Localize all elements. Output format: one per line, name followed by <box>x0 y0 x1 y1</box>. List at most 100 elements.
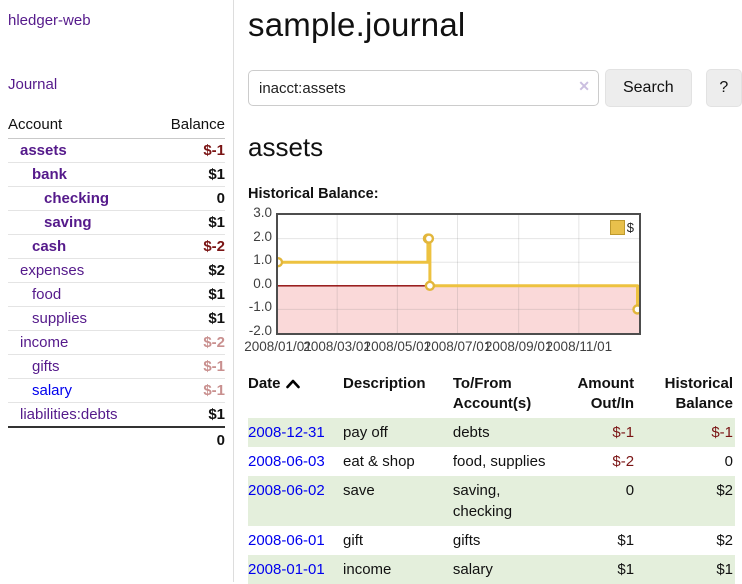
transaction-row: 2008-06-03 eat & shop food, supplies $-2 0 <box>248 447 735 476</box>
transaction-amount: $-1 <box>612 424 635 441</box>
accounts-table: Account Balance assets $-1 bank $1 checking 0… <box>8 114 225 452</box>
account-link-bank[interactable]: bank <box>32 166 68 183</box>
transaction-amount: $1 <box>617 532 635 549</box>
main-content: sample.journal ✕ Search ? assets Histori… <box>244 0 742 584</box>
account-link-expenses[interactable]: expenses <box>20 262 85 279</box>
transaction-row: 2008-06-01 gift gifts $1 $2 <box>248 526 735 555</box>
y-axis-tick: -1.0 <box>248 299 272 315</box>
account-link-gifts[interactable]: gifts <box>32 358 60 375</box>
sidebar-item-journal[interactable]: Journal <box>8 76 58 93</box>
clear-search-icon[interactable]: ✕ <box>578 78 590 94</box>
account-balance: $-1 <box>203 142 225 159</box>
transaction-row: 2008-06-02 save saving, checking 0 $2 <box>248 476 735 526</box>
y-axis-tick: -2.0 <box>248 323 272 338</box>
transaction-date-link[interactable]: 2008-06-02 <box>248 482 325 499</box>
transaction-date-cell: 2008-01-01 <box>248 555 343 584</box>
column-historical-balance: Historical Balance <box>664 375 733 412</box>
transaction-amount: $1 <box>617 561 635 578</box>
x-axis-tick: 2008/05/01 <box>363 339 432 354</box>
transaction-accounts: gifts <box>452 532 481 549</box>
x-axis-tick: 2008/01/01 <box>244 339 312 354</box>
transaction-amount: $-2 <box>612 453 635 470</box>
account-row: food $1 <box>8 282 225 307</box>
transaction-date-cell: 2008-06-03 <box>248 447 343 476</box>
account-row: checking 0 <box>8 186 225 211</box>
chart-legend: $ <box>609 220 634 235</box>
transaction-balance: $2 <box>716 482 733 499</box>
account-balance: $1 <box>208 406 225 423</box>
account-row: assets $-1 <box>8 138 225 163</box>
account-balance: $2 <box>208 262 225 279</box>
account-row: income $-2 <box>8 330 225 355</box>
transaction-description: save <box>343 482 375 499</box>
account-row: bank $1 <box>8 162 225 187</box>
column-date[interactable]: Date <box>248 375 281 392</box>
transaction-date-link[interactable]: 2008-12-31 <box>248 424 325 441</box>
account-link-supplies[interactable]: supplies <box>32 310 88 327</box>
x-axis-tick: 2008/09/01 <box>484 339 553 354</box>
account-row: saving $1 <box>8 210 225 235</box>
transaction-balance: $1 <box>716 561 733 578</box>
account-link-liabilities-debts[interactable]: liabilities:debts <box>20 406 118 423</box>
chart-plot[interactable]: $ <box>276 213 641 335</box>
account-link-food[interactable]: food <box>32 286 62 303</box>
transaction-row: 2008-12-31 pay off debts $-1 $-1 <box>248 418 735 447</box>
accounts-total-row: 0 <box>8 426 225 452</box>
chart-title: Historical Balance: <box>248 186 379 202</box>
search-input[interactable] <box>248 70 599 106</box>
sort-ascending-icon <box>285 379 300 389</box>
app-brand-link[interactable]: hledger-web <box>8 12 91 29</box>
x-axis-tick: 2008/07/01 <box>423 339 492 354</box>
account-balance: $1 <box>208 310 225 327</box>
transaction-balance: $-1 <box>711 424 733 441</box>
account-link-cash[interactable]: cash <box>32 238 67 255</box>
account-balance: $-1 <box>203 358 225 375</box>
transaction-date-link[interactable]: 2008-01-01 <box>248 561 325 578</box>
transaction-accounts: debts <box>452 424 490 441</box>
transaction-date-cell: 2008-06-02 <box>248 476 343 526</box>
transaction-description: pay off <box>343 424 388 441</box>
column-amount-outin: Amount Out/In <box>577 375 635 412</box>
y-axis-tick: 1.0 <box>253 252 272 268</box>
account-balance: $1 <box>208 214 225 231</box>
legend-label: $ <box>626 220 634 235</box>
transaction-date-link[interactable]: 2008-06-01 <box>248 532 325 549</box>
historical-balance-chart: $ 3.0 2.0 1.0 0.0 -1.0 -2.0 2008/01/01 2008/03/… <box>244 205 742 357</box>
transaction-balance: $2 <box>716 532 733 549</box>
account-row: cash $-2 <box>8 234 225 259</box>
account-row: gifts $-1 <box>8 354 225 379</box>
account-balance: $-2 <box>203 238 225 255</box>
column-description: Description <box>343 375 426 392</box>
balance-chart-canvas <box>278 215 639 333</box>
transaction-accounts: salary <box>452 561 493 578</box>
transaction-date-cell: 2008-12-31 <box>248 418 343 447</box>
legend-swatch-icon <box>609 220 625 235</box>
transaction-date-link[interactable]: 2008-06-03 <box>248 453 325 470</box>
account-link-income[interactable]: income <box>20 334 69 351</box>
search-form: ✕ Search ? <box>248 69 742 107</box>
x-axis-tick: 2008/11/01 <box>545 339 613 354</box>
account-link-saving[interactable]: saving <box>44 214 92 231</box>
help-button[interactable]: ? <box>705 69 742 107</box>
account-row: expenses $2 <box>8 258 225 283</box>
transaction-amount: 0 <box>625 482 635 499</box>
search-button[interactable]: Search <box>604 69 692 107</box>
accounts-column-account: Account <box>8 114 154 139</box>
transaction-description: income <box>343 561 392 578</box>
account-link-salary[interactable]: salary <box>32 382 73 399</box>
account-link-checking[interactable]: checking <box>44 190 110 207</box>
account-balance: $1 <box>208 166 225 183</box>
sidebar: hledger-web Journal Account Balance asse… <box>0 0 234 582</box>
account-balance: $-1 <box>203 382 225 399</box>
account-link-assets[interactable]: assets <box>20 142 67 159</box>
account-title: assets <box>248 132 324 162</box>
y-axis-tick: 3.0 <box>253 205 272 220</box>
transaction-description: eat & shop <box>343 453 415 470</box>
account-balance: $1 <box>208 286 225 303</box>
transaction-description: gift <box>343 532 364 549</box>
account-balance: 0 <box>216 190 225 207</box>
x-axis-tick: 2008/03/01 <box>303 339 371 354</box>
transaction-date-cell: 2008-06-01 <box>248 526 343 555</box>
accounts-total-value: 0 <box>153 426 225 452</box>
accounts-column-balance: Balance <box>153 114 225 139</box>
